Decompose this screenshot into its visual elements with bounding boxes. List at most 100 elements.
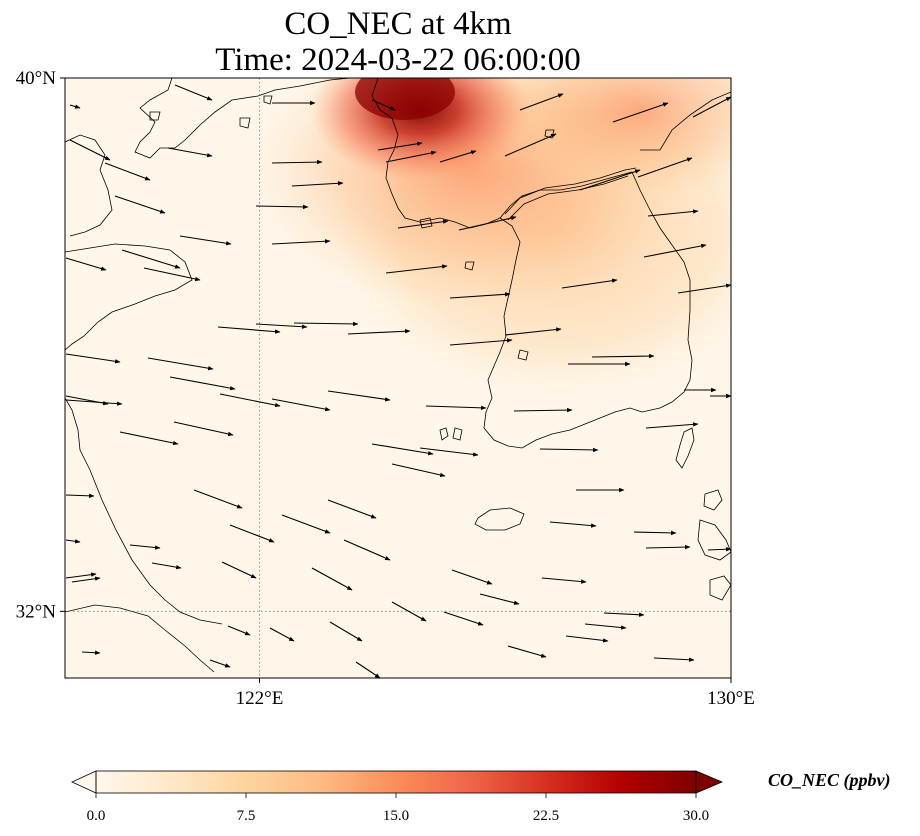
lon-ticks: 122°E 130°E (236, 678, 755, 709)
wind-vectors (65, 84, 731, 678)
wind-arrow (179, 235, 232, 246)
wind-arrow (449, 338, 513, 346)
wind-arrow (65, 353, 121, 364)
wind-arrow (549, 521, 597, 528)
coastlines (65, 78, 731, 673)
wind-arrow (271, 239, 331, 245)
colorbar-tick-label: 7.5 (237, 808, 256, 824)
wind-arrow (291, 181, 344, 187)
concentration-field (65, 78, 731, 678)
wind-arrow (327, 499, 377, 519)
wind-arrow (193, 489, 243, 509)
wind-arrow (425, 405, 487, 411)
coastline-korea-east (640, 91, 731, 151)
wind-arrow (167, 147, 213, 158)
wind-arrow (119, 431, 179, 446)
wind-arrow (419, 447, 479, 457)
coastline-yangtze (65, 604, 215, 673)
wind-arrow (519, 93, 564, 111)
wind-arrow (439, 150, 477, 163)
wind-arrow (449, 292, 511, 299)
coastline-jiangsu (65, 397, 223, 625)
wind-arrow (104, 162, 151, 181)
wind-arrow (209, 659, 231, 668)
wind-arrow (343, 539, 391, 561)
wind-arrow (65, 539, 81, 544)
wind-arrow (81, 650, 101, 655)
wind-arrow (65, 572, 97, 579)
wind-arrow (653, 657, 695, 662)
wind-arrow (169, 376, 236, 391)
lat-ticks: 40°N 32°N (16, 68, 65, 622)
wind-arrow (584, 623, 627, 630)
wind-arrow (479, 593, 520, 605)
wind-arrow (385, 264, 448, 274)
map-subtitle-time: Time: 2024-03-22 06:00:00 (215, 42, 581, 78)
wind-arrow (147, 357, 214, 371)
field-plume-northeast (490, 78, 731, 200)
wind-arrow (121, 249, 181, 269)
coastline-dmz-band-2 (507, 175, 629, 221)
colorbar-extend-high (695, 770, 724, 794)
colorbar: 0.0 7.5 15.0 22.5 30.0 (71, 770, 724, 824)
coastline-tsushima (675, 427, 695, 469)
coastline-nk-west (371, 78, 633, 229)
wind-arrow (219, 393, 281, 408)
wind-arrow (114, 195, 166, 214)
wind-arrow (129, 544, 161, 550)
wind-arrow (269, 627, 295, 642)
wind-arrow (271, 398, 331, 412)
colorbar-tick-label: 15.0 (383, 808, 409, 824)
wind-arrow (391, 463, 446, 478)
wind-arrow (645, 544, 691, 550)
wind-arrow (377, 141, 423, 151)
wind-arrow (565, 635, 609, 643)
wind-arrow (561, 278, 618, 289)
wind-arrow (603, 612, 645, 617)
wind-arrow (707, 547, 731, 552)
wind-arrow (311, 567, 353, 591)
lat-tick-label: 32°N (16, 601, 57, 622)
wind-arrow (143, 267, 201, 282)
field-plume-peak (355, 78, 455, 120)
wind-arrow (647, 209, 699, 217)
wind-arrow (65, 257, 107, 271)
wind-arrow (391, 601, 427, 622)
wind-arrow (293, 321, 359, 327)
map-title: CO_NEC at 4km (284, 6, 512, 42)
wind-arrow (347, 329, 411, 335)
wind-arrow (229, 524, 275, 543)
wind-arrow (385, 150, 437, 163)
wind-arrow (579, 169, 641, 191)
wind-arrow (643, 243, 707, 258)
wind-arrow (645, 422, 699, 429)
colorbar-ticks: 0.0 7.5 15.0 22.5 30.0 (87, 793, 709, 824)
map-frame (64, 77, 732, 679)
lon-tick-label: 130°E (707, 688, 755, 709)
wind-arrow (507, 645, 547, 658)
wind-arrow (451, 569, 493, 585)
wind-arrow (69, 139, 111, 161)
wind-arrow (513, 407, 573, 413)
wind-arrow (217, 326, 281, 334)
wind-arrow (458, 215, 517, 231)
wind-arrow (329, 621, 363, 642)
colorbar-title: CO_NEC (ppbv) (768, 770, 891, 790)
coastline-kyushu (697, 489, 731, 601)
wind-arrow (692, 96, 731, 118)
colorbar-tick-label: 0.0 (87, 808, 106, 824)
coastline-korea (483, 171, 693, 449)
wind-arrow (174, 84, 213, 101)
wind-arrow (504, 133, 557, 157)
wind-arrow (281, 514, 331, 534)
wind-arrow (539, 447, 599, 453)
wind-arrow (397, 219, 449, 229)
wind-arrow (71, 576, 101, 583)
wind-arrow (633, 530, 677, 536)
coastline-shandong (65, 243, 193, 351)
wind-arrow (227, 625, 251, 636)
wind-arrow (677, 283, 731, 294)
wind-arrow (173, 421, 234, 437)
coastline-jeju (474, 507, 525, 531)
